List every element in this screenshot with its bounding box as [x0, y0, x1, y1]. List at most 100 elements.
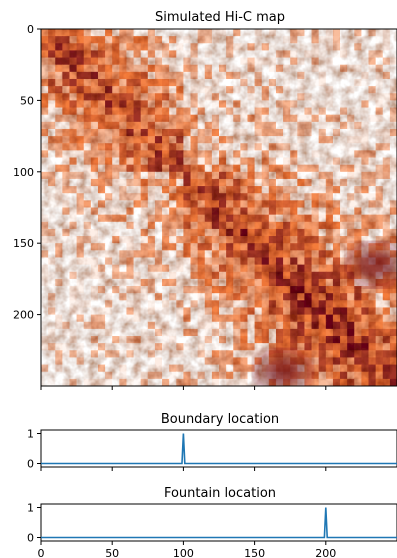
heatmap-cell [318, 228, 327, 237]
heatmap-cell [340, 157, 348, 166]
heatmap-cell [48, 157, 56, 166]
heatmap-cell [233, 57, 241, 66]
heatmap-cell [211, 143, 220, 151]
heatmap-cell [275, 343, 284, 351]
heatmap-cell [219, 43, 227, 52]
heatmap-cell [147, 328, 156, 337]
heatmap-cell [311, 128, 320, 137]
heatmap-cell [275, 243, 284, 251]
heatmap-cell [297, 207, 306, 216]
heatmap-dark-patch-1 [257, 351, 310, 386]
heatmap-cell [332, 171, 341, 180]
heatmap-cell [197, 107, 206, 116]
heatmap-cell [332, 221, 341, 230]
heatmap-cell [275, 278, 284, 287]
heatmap-cell [90, 136, 99, 144]
heatmap-cell [169, 164, 177, 173]
heatmap-cell [261, 214, 270, 223]
heatmap-cell [297, 200, 306, 209]
heatmap-cell [190, 78, 199, 87]
heatmap-cell [140, 271, 149, 280]
heatmap-cell [154, 43, 163, 52]
heatmap-cell [162, 114, 170, 123]
heatmap-cell [140, 293, 149, 301]
heatmap-cell [219, 200, 227, 209]
heatmap-cell [247, 150, 256, 159]
heatmap-cell [190, 150, 199, 159]
heatmap-cell [140, 136, 149, 144]
heatmap-cell [169, 71, 177, 80]
heatmap-cell [318, 300, 327, 309]
heatmap-cell [247, 50, 256, 59]
heatmap-cell [389, 214, 397, 223]
heatmap-cell [190, 300, 199, 309]
heatmap-cell [340, 193, 348, 201]
heatmap-cell [240, 271, 249, 280]
heatmap-cell [332, 350, 341, 359]
heatmap-cell [233, 314, 241, 323]
heatmap-cell [41, 164, 49, 173]
heatmap-cell [55, 64, 63, 73]
heatmap-cell [176, 186, 184, 194]
heatmap-cell [55, 300, 63, 309]
heatmap-cell [41, 128, 49, 137]
heatmap-cell [226, 50, 234, 59]
heatmap-cell [147, 257, 156, 266]
heatmap-cell [90, 71, 99, 80]
heatmap-cell [119, 157, 128, 166]
heatmap-cell [183, 250, 192, 259]
heatmap-cell [219, 371, 227, 380]
heatmap-cell [332, 128, 341, 137]
heatmap-cell [133, 371, 142, 380]
heatmap-cell [304, 193, 313, 201]
heatmap-cell [283, 314, 291, 323]
heatmap-cell [48, 128, 56, 137]
heatmap-cell [283, 143, 291, 151]
heatmap-cell [197, 186, 206, 194]
heatmap-cell [48, 214, 56, 223]
heatmap-cell [325, 93, 334, 101]
heatmap-cell [297, 350, 306, 359]
heatmap-cell [304, 336, 313, 344]
heatmap-cell [90, 157, 99, 166]
heatmap-cell [133, 178, 142, 187]
heatmap-cell [183, 264, 192, 273]
heatmap-cell [340, 236, 348, 244]
heatmap-cell [112, 243, 120, 251]
heatmap-cell [275, 50, 284, 59]
heatmap-cell [247, 164, 256, 173]
heatmap-cell [389, 50, 397, 59]
heatmap-cell [297, 57, 306, 66]
heatmap-cell [169, 293, 177, 301]
heatmap-cell [275, 336, 284, 344]
heatmap-cell [389, 321, 397, 330]
heatmap-cell [297, 328, 306, 337]
heatmap-cell [304, 321, 313, 330]
heatmap-cell [354, 100, 362, 109]
heatmap-cell [169, 286, 177, 294]
heatmap-cell [304, 236, 313, 244]
heatmap-cell [318, 278, 327, 287]
heatmap-cell [183, 307, 192, 316]
heatmap-cell [162, 221, 170, 230]
heatmap-cell [69, 228, 78, 237]
heatmap-cell [169, 178, 177, 187]
heatmap-cell [254, 178, 263, 187]
heatmap-cell [162, 264, 170, 273]
heatmap-cell [347, 378, 355, 386]
heatmap-cell [204, 207, 213, 216]
heatmap-cell [41, 343, 49, 351]
heatmap-cell [76, 100, 85, 109]
heatmap-cell [347, 343, 355, 351]
heatmap-cell [325, 136, 334, 144]
heatmap-cell [219, 250, 227, 259]
heatmap-cell [176, 336, 184, 344]
heatmap-cell [197, 278, 206, 287]
heatmap-cell [211, 364, 220, 373]
heatmap-cell [347, 157, 355, 166]
heatmap-cell [261, 164, 270, 173]
heatmap-cell [275, 143, 284, 151]
heatmap-cell [211, 193, 220, 201]
heatmap-cell [297, 307, 306, 316]
heatmap-cell [176, 64, 184, 73]
